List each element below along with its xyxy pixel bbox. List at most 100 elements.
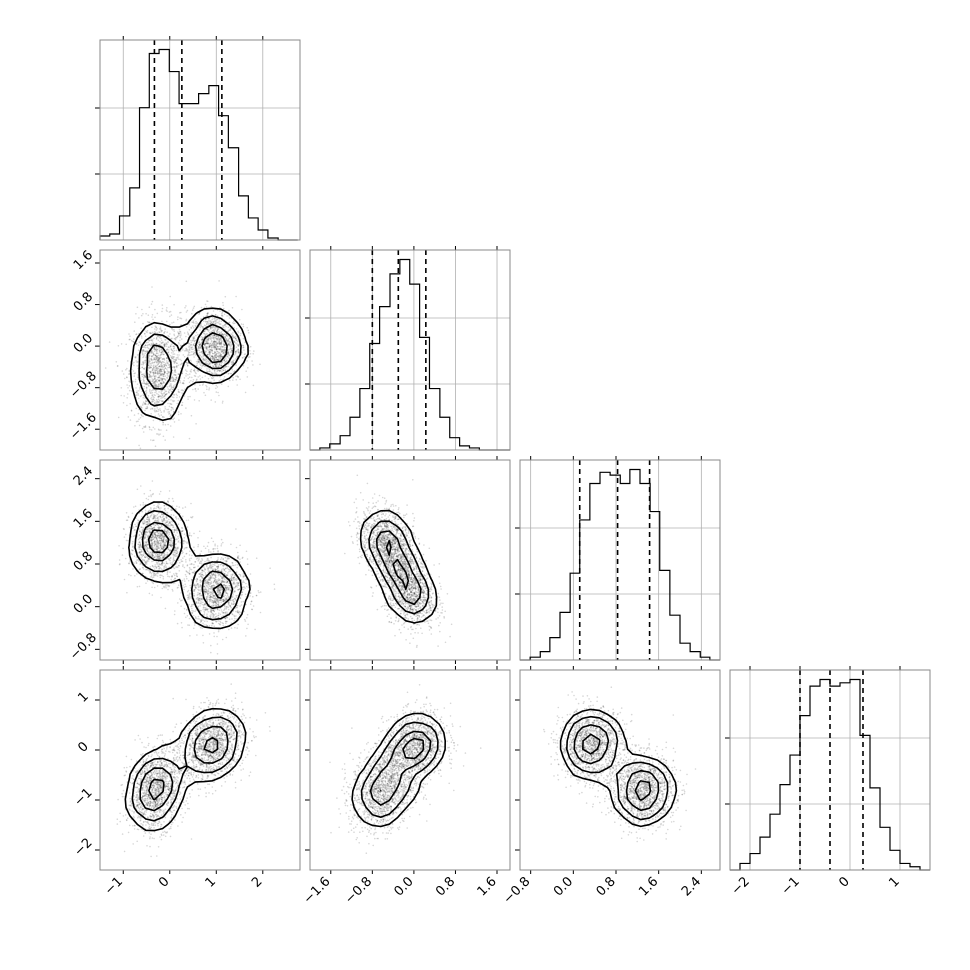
sample-point bbox=[191, 515, 194, 518]
sample-point bbox=[174, 610, 176, 612]
sample-point bbox=[241, 591, 243, 594]
sample-point bbox=[188, 345, 190, 347]
sample-point bbox=[153, 544, 156, 547]
sample-point bbox=[238, 318, 241, 321]
sample-point bbox=[156, 361, 159, 363]
sample-point bbox=[219, 343, 222, 346]
sample-point bbox=[164, 375, 167, 377]
sample-point bbox=[147, 543, 149, 546]
sample-point bbox=[209, 321, 211, 323]
sample-point bbox=[145, 533, 147, 536]
sample-point bbox=[210, 331, 213, 333]
sample-point bbox=[136, 390, 138, 392]
sample-point bbox=[155, 369, 157, 372]
sample-point bbox=[153, 382, 156, 384]
sample-point bbox=[155, 356, 158, 358]
sample-point bbox=[168, 405, 171, 408]
sample-point bbox=[207, 349, 210, 352]
sample-point bbox=[148, 347, 150, 350]
sample-point bbox=[142, 349, 145, 352]
sample-point bbox=[172, 329, 174, 331]
sample-point bbox=[163, 375, 165, 378]
sample-point bbox=[223, 313, 226, 316]
sample-point bbox=[136, 391, 138, 394]
sample-point bbox=[147, 560, 150, 562]
sample-point bbox=[148, 343, 150, 346]
sample-point bbox=[143, 382, 145, 384]
sample-point bbox=[210, 336, 212, 339]
sample-point bbox=[182, 382, 185, 384]
sample-point bbox=[245, 550, 248, 553]
sample-point bbox=[219, 375, 221, 378]
sample-point bbox=[132, 562, 135, 564]
sample-point bbox=[165, 560, 168, 563]
sample-point bbox=[231, 361, 233, 364]
sample-point bbox=[210, 321, 213, 323]
sample-point bbox=[207, 342, 209, 345]
sample-point bbox=[173, 356, 175, 358]
sample-point bbox=[138, 585, 141, 588]
sample-point bbox=[138, 528, 140, 530]
sample-point bbox=[202, 316, 205, 318]
sample-point bbox=[163, 416, 165, 419]
sample-point bbox=[142, 522, 144, 525]
sample-point bbox=[164, 362, 167, 365]
sample-point bbox=[179, 519, 182, 521]
sample-point bbox=[188, 592, 191, 595]
sample-point bbox=[120, 394, 122, 397]
sample-point bbox=[148, 385, 150, 387]
sample-point bbox=[173, 347, 175, 349]
sample-point bbox=[145, 582, 147, 584]
sample-point bbox=[205, 347, 208, 350]
sample-point bbox=[209, 352, 211, 355]
sample-point bbox=[147, 314, 150, 317]
sample-point bbox=[187, 342, 190, 345]
sample-point bbox=[145, 544, 148, 546]
sample-point bbox=[156, 540, 158, 542]
sample-point bbox=[158, 565, 160, 568]
sample-point bbox=[174, 358, 176, 361]
sample-point bbox=[211, 316, 214, 319]
sample-point bbox=[188, 351, 191, 354]
sample-point bbox=[135, 420, 138, 423]
sample-point bbox=[170, 348, 173, 351]
sample-point bbox=[163, 552, 165, 555]
sample-point bbox=[235, 351, 237, 353]
sample-point bbox=[198, 344, 201, 347]
sample-point bbox=[164, 390, 167, 393]
sample-point bbox=[198, 360, 200, 362]
sample-point bbox=[143, 545, 146, 547]
sample-point bbox=[201, 357, 203, 359]
sample-point bbox=[200, 306, 203, 309]
sample-point bbox=[154, 408, 156, 410]
sample-point bbox=[193, 546, 195, 548]
sample-point bbox=[147, 344, 149, 346]
sample-point bbox=[167, 584, 170, 587]
sample-point bbox=[141, 404, 144, 406]
sample-point bbox=[153, 545, 156, 547]
sample-point bbox=[155, 401, 157, 403]
sample-point bbox=[186, 309, 189, 312]
sample-point bbox=[163, 545, 166, 547]
sample-point bbox=[178, 565, 180, 567]
sample-point bbox=[157, 376, 159, 379]
sample-point bbox=[181, 389, 184, 391]
sample-point bbox=[207, 338, 210, 341]
sample-point bbox=[232, 376, 234, 379]
sample-point bbox=[228, 372, 230, 375]
sample-point bbox=[160, 382, 163, 384]
sample-point bbox=[160, 361, 162, 364]
sample-point bbox=[208, 346, 211, 348]
sample-point bbox=[136, 354, 139, 356]
sample-point bbox=[142, 394, 144, 396]
sample-point bbox=[135, 343, 138, 345]
sample-point bbox=[215, 344, 218, 347]
sample-point bbox=[144, 350, 147, 353]
sample-point bbox=[221, 368, 223, 371]
sample-point bbox=[177, 537, 180, 540]
sample-point bbox=[155, 546, 158, 549]
sample-point bbox=[149, 370, 151, 373]
sample-point bbox=[132, 526, 135, 528]
sample-point bbox=[186, 364, 189, 367]
sample-point bbox=[170, 543, 172, 545]
